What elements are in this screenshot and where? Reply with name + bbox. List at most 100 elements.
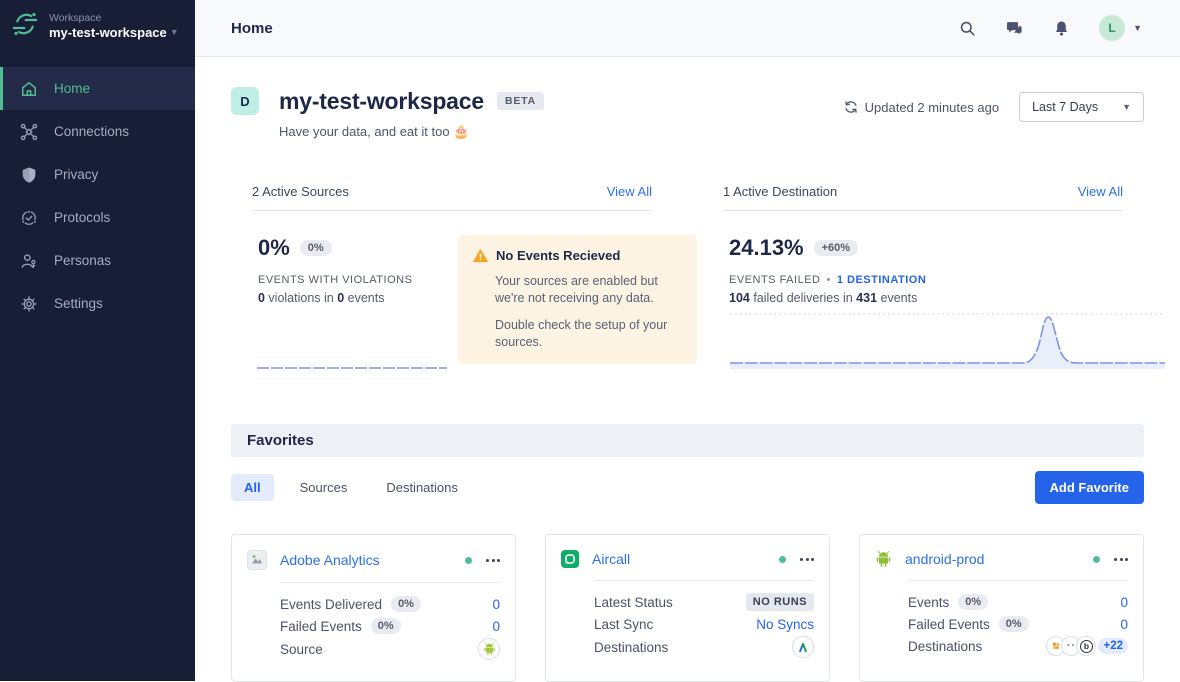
add-favorite-button[interactable]: Add Favorite: [1035, 471, 1144, 504]
card-row: Failed Events 0% 0: [908, 614, 1128, 634]
failed-stat-badge: +60%: [814, 240, 858, 256]
violations-stat-label: EVENTS WITH VIOLATIONS: [258, 274, 412, 286]
destination-icons-cluster[interactable]: ·· b +22: [1046, 636, 1128, 656]
card-title-link[interactable]: android-prod: [905, 551, 984, 567]
android-icon: [875, 550, 892, 568]
chevron-down-icon: ▼: [1122, 102, 1131, 112]
label-separator: •: [826, 274, 830, 286]
sources-view-all-link[interactable]: View All: [607, 184, 652, 199]
personas-icon: [19, 251, 39, 271]
overflow-menu-icon[interactable]: [1114, 554, 1128, 565]
shield-icon: [19, 165, 39, 185]
card-row: Failed Events 0% 0: [280, 616, 500, 636]
no-syncs-link[interactable]: No Syncs: [756, 617, 814, 632]
bell-icon[interactable]: [1052, 19, 1071, 38]
workspace-initial-badge: D: [231, 87, 259, 115]
destinations-view-all-link[interactable]: View All: [1078, 184, 1123, 199]
android-icon[interactable]: [478, 638, 500, 660]
workspace-name[interactable]: my-test-workspace▼: [49, 25, 179, 41]
favorite-card-aircall: Aircall Latest Status NO RUNS Last Sync …: [545, 534, 830, 682]
overflow-menu-icon[interactable]: [486, 555, 500, 566]
events-value[interactable]: 0: [1120, 595, 1128, 610]
search-icon[interactable]: [958, 19, 977, 38]
workspace-label: Workspace: [49, 12, 179, 25]
destinations-overflow-count[interactable]: +22: [1098, 638, 1128, 654]
failed-events-stat: 24.13% +60% EVENTS FAILED • 1 DESTINATIO…: [723, 235, 1144, 305]
status-dot: [1093, 556, 1100, 563]
sources-header: 2 Active Sources: [252, 184, 349, 199]
card-title-link[interactable]: Adobe Analytics: [280, 552, 380, 568]
date-range-select[interactable]: Last 7 Days ▼: [1019, 92, 1144, 122]
sidebar-nav: Home Connections Privacy: [0, 67, 195, 325]
no-events-warning: No Events Recieved Your sources are enab…: [458, 235, 697, 364]
segment-logo-icon: [12, 11, 38, 37]
violations-stat-value: 0%: [258, 235, 290, 261]
overflow-menu-icon[interactable]: [800, 554, 814, 565]
favorite-card-adobe-analytics: Adobe Analytics Events Delivered 0% 0 Fa…: [231, 534, 516, 682]
warning-triangle-icon: [473, 249, 488, 263]
card-row: Events Delivered 0% 0: [280, 594, 500, 614]
avatar[interactable]: L: [1099, 15, 1125, 41]
card-row: Destinations: [594, 636, 814, 658]
circled-b-app-icon: b: [1076, 636, 1096, 656]
failed-stat-label: EVENTS FAILED: [729, 274, 820, 286]
beta-badge: BETA: [497, 92, 544, 110]
main-content: D my-test-workspace BETA Have your data,…: [195, 57, 1180, 681]
sidebar-item-settings[interactable]: Settings: [0, 282, 195, 325]
sidebar-item-protocols[interactable]: Protocols: [0, 196, 195, 239]
chat-icon[interactable]: [1005, 19, 1024, 38]
warning-line1: Your sources are enabled but we're not r…: [495, 273, 682, 307]
workspace-title: my-test-workspace: [279, 88, 484, 115]
workspace-overview: D my-test-workspace BETA Have your data,…: [231, 87, 1144, 140]
card-row: Last Sync No Syncs: [594, 614, 814, 634]
sidebar-item-privacy[interactable]: Privacy: [0, 153, 195, 196]
violations-stat-detail: 0 violations in 0 events: [258, 291, 458, 305]
workspace-subtitle: Have your data, and eat it too 🎂: [279, 124, 1144, 140]
favorites-controls: All Sources Destinations Add Favorite: [231, 471, 1144, 504]
favorites-section-header: Favorites: [231, 424, 1144, 457]
failed-stat-value: 24.13%: [729, 235, 804, 261]
gear-icon: [19, 294, 39, 314]
sidebar-item-home[interactable]: Home: [0, 67, 195, 110]
adobe-analytics-icon: [247, 550, 267, 570]
google-ads-icon[interactable]: [792, 636, 814, 658]
user-menu[interactable]: L ▼: [1099, 15, 1142, 41]
warning-title: No Events Recieved: [496, 248, 620, 263]
page-title: Home: [231, 20, 273, 37]
sources-column: 2 Active Sources View All 0% 0% EVENTS W…: [252, 184, 697, 365]
sidebar-item-personas[interactable]: Personas: [0, 239, 195, 282]
sources-sparkline: [257, 359, 447, 367]
sidebar-item-connections[interactable]: Connections: [0, 110, 195, 153]
tab-all[interactable]: All: [231, 474, 274, 501]
refresh-icon: [844, 100, 858, 114]
favorites-cards: Adobe Analytics Events Delivered 0% 0 Fa…: [231, 534, 1144, 682]
failed-deliveries-chart: [730, 307, 1165, 369]
card-row: Latest Status NO RUNS: [594, 592, 814, 612]
favorite-card-android-prod: android-prod Events 0% 0 Failed Events 0…: [859, 534, 1144, 682]
workspace-switcher[interactable]: Workspace my-test-workspace▼: [0, 0, 195, 55]
failed-events-value[interactable]: 0: [492, 619, 500, 634]
aircall-icon: [561, 550, 579, 568]
connections-icon: [19, 122, 39, 142]
card-row: Source: [280, 638, 500, 660]
tab-destinations[interactable]: Destinations: [373, 474, 471, 501]
warning-line2: Double check the setup of your sources.: [495, 317, 682, 351]
refresh-status[interactable]: Updated 2 minutes ago: [844, 100, 999, 115]
favorites-title: Favorites: [247, 432, 314, 449]
home-icon: [19, 79, 39, 99]
failed-stat-detail: 104 failed deliveries in 431 events: [729, 291, 1144, 305]
chevron-down-icon: ▼: [170, 27, 179, 37]
violations-stat: 0% 0% EVENTS WITH VIOLATIONS 0 violation…: [252, 235, 458, 365]
card-title-link[interactable]: Aircall: [592, 551, 630, 567]
no-runs-badge: NO RUNS: [746, 593, 814, 611]
status-dot: [465, 557, 472, 564]
destinations-header: 1 Active Destination: [723, 184, 837, 199]
events-delivered-value[interactable]: 0: [492, 597, 500, 612]
card-row: Destinations ·· b +22: [908, 636, 1128, 656]
status-dot: [779, 556, 786, 563]
destination-count-link[interactable]: 1 DESTINATION: [837, 274, 926, 286]
tab-sources[interactable]: Sources: [287, 474, 361, 501]
card-row: Events 0% 0: [908, 592, 1128, 612]
sidebar: Workspace my-test-workspace▼ Home Connec…: [0, 0, 195, 681]
failed-events-value[interactable]: 0: [1120, 617, 1128, 632]
